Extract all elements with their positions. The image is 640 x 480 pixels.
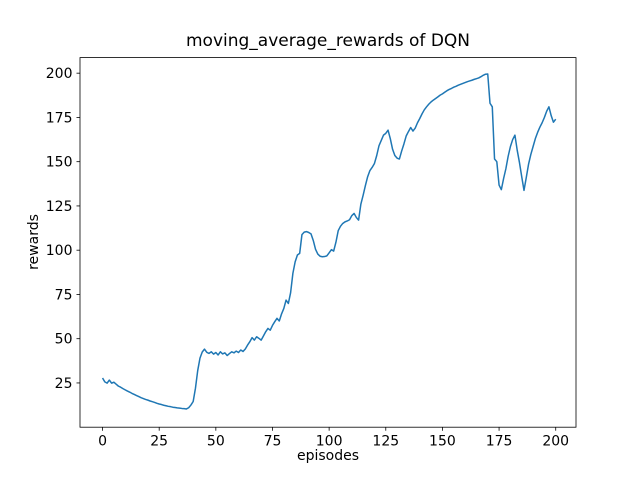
x-axis-label: episodes (296, 448, 360, 464)
y-tick-label: 25 (55, 376, 73, 392)
x-tick-label: 175 (486, 434, 513, 450)
y-tick-label: 150 (46, 155, 73, 171)
chart-title: moving_average_rewards of DQN (185, 31, 471, 51)
x-tick-label: 125 (372, 434, 399, 450)
y-tick-label: 100 (46, 243, 73, 259)
y-tick-label: 175 (46, 110, 73, 126)
y-axis-label: rewards (26, 214, 42, 270)
y-tick-label: 50 (55, 332, 73, 348)
x-tick-label: 0 (98, 434, 107, 450)
x-tick-label: 75 (264, 434, 282, 450)
y-tick-label: 200 (46, 66, 73, 82)
x-tick-label: 200 (542, 434, 569, 450)
y-tick-label: 125 (46, 199, 73, 215)
x-tick-label: 100 (316, 434, 343, 450)
y-tick-label: 75 (55, 287, 73, 303)
reward-line-series (101, 73, 557, 410)
plot-frame (79, 57, 577, 428)
x-tick-label: 25 (150, 434, 168, 450)
x-tick-label: 150 (429, 434, 456, 450)
x-tick-label: 50 (207, 434, 225, 450)
